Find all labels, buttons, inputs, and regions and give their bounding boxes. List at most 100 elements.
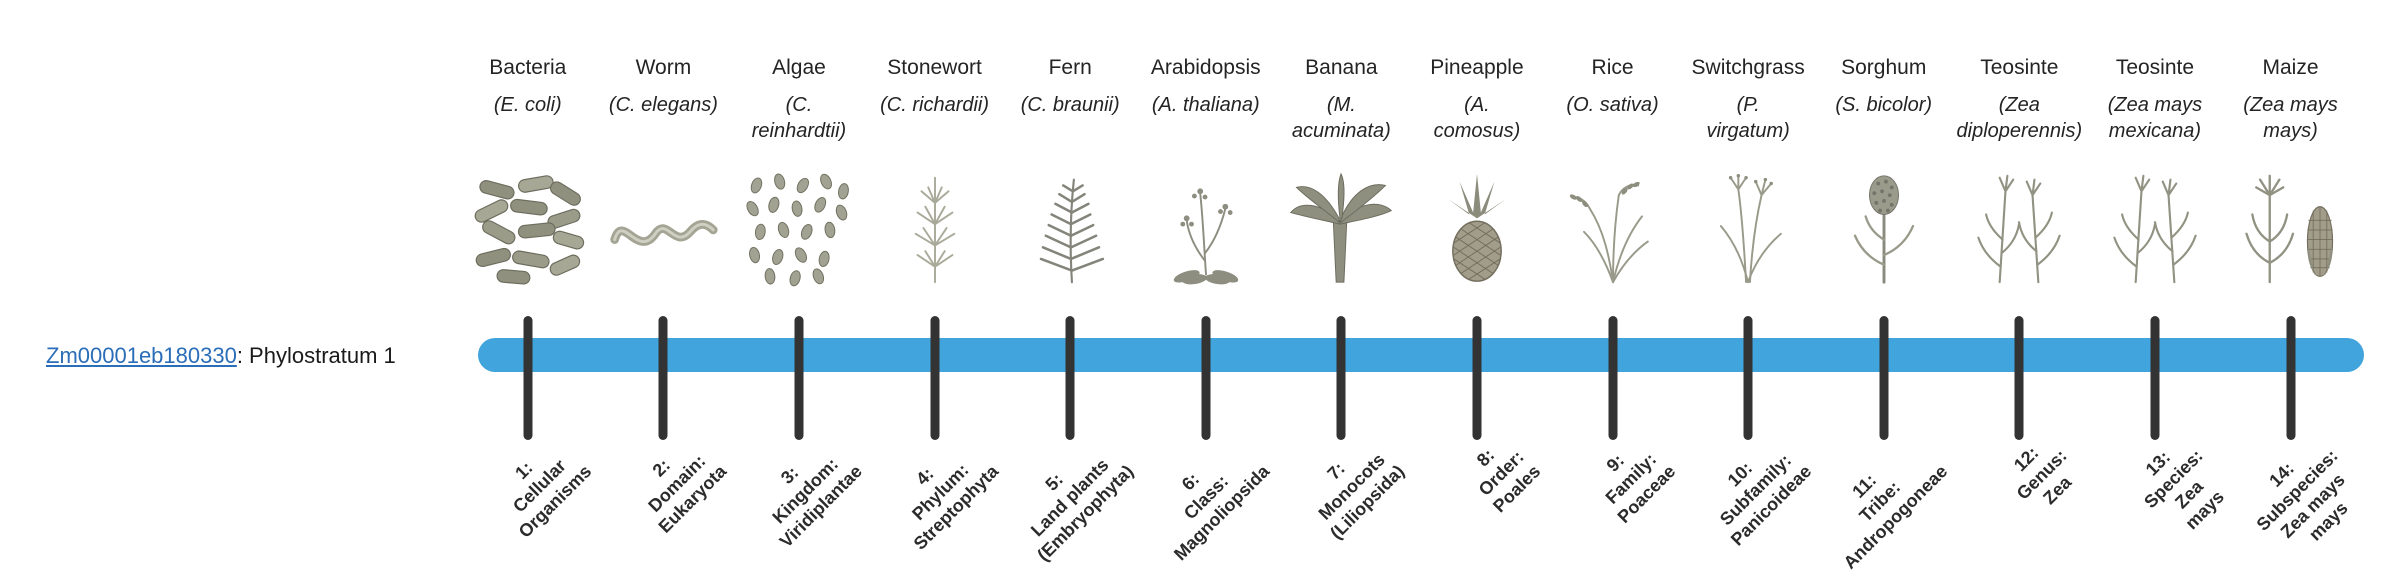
organism-scientific-name: (M. acuminata)	[1291, 94, 1391, 142]
organism-column: Bacteria (E. coli) 1: Cellular Organisms	[460, 0, 596, 580]
banana-icon	[1283, 166, 1399, 290]
organism-common-name: Bacteria	[489, 56, 567, 79]
timeline-tick	[794, 316, 804, 440]
phylostratum-label: 6: Class: Magnoliopsida	[1169, 461, 1273, 565]
organism-column: Algae (C. reinhardtii) 3: Kingdom: Virid…	[731, 0, 867, 580]
timeline-tick	[2150, 316, 2160, 440]
organism-columns: Bacteria (E. coli) 1: Cellular Organisms…	[460, 0, 2358, 580]
timeline-tick	[930, 316, 940, 440]
phylostratum-label: 12: Genus: Zea	[2010, 442, 2076, 509]
phylostratum-label: 5: Land plants (Embryophyta)	[1027, 454, 1138, 566]
timeline-tick	[1201, 316, 1211, 440]
organism-scientific-name: (P. virgatum)	[1706, 94, 1790, 142]
timeline-tick	[2014, 316, 2024, 440]
timeline-tick	[1743, 316, 1753, 440]
organism-column: Stonewort (C. richardii) 4: Phylum: Stre…	[867, 0, 1003, 580]
organism-scientific-name: (Zea mays mays)	[2243, 94, 2338, 142]
organism-scientific-name: (S. bicolor)	[1835, 94, 1933, 116]
phylostratum-label: 11: Tribe: Andropogoneae	[1839, 461, 1951, 573]
pineapple-icon	[1419, 166, 1535, 290]
organism-common-name: Fern	[1048, 56, 1092, 79]
teosinte-icon	[2097, 166, 2213, 290]
organism-column: Maize (Zea mays mays) 14: Subspecies: Ze…	[2223, 0, 2359, 580]
organism-illustration	[1002, 158, 1138, 290]
organism-common-name: Worm	[635, 56, 692, 79]
phylostratum-label: 1: Cellular Organisms	[508, 455, 595, 542]
phylostratum-label: 7: Monocots (Liliopsida)	[1314, 449, 1409, 544]
worm-icon	[605, 166, 721, 290]
organism-illustration	[1952, 158, 2088, 290]
organism-scientific-name: (E. coli)	[493, 94, 562, 116]
phylostratum-label: 10: Subfamily: Panicoideae	[1715, 450, 1816, 550]
timeline-tick	[2286, 316, 2296, 440]
organism-illustration	[867, 158, 1003, 290]
organism-scientific-name: (C. reinhardtii)	[751, 94, 847, 142]
organism-common-name: Algae	[772, 56, 826, 79]
organism-scientific-name: (C. richardii)	[880, 94, 990, 116]
organism-column: Pineapple (A. comosus) 8: Order: Poales	[1409, 0, 1545, 580]
organism-column: Switchgrass (P. virgatum) 10: Subfamily:…	[1680, 0, 1816, 580]
organism-common-name: Banana	[1305, 56, 1378, 79]
organism-common-name: Stonewort	[887, 56, 982, 79]
timeline-tick	[1472, 316, 1482, 440]
stonewort-icon	[877, 166, 993, 290]
gene-label: Zm00001eb180330: Phylostratum 1	[46, 343, 396, 369]
bacteria-icon	[470, 166, 586, 290]
gene-stratum-text: : Phylostratum 1	[236, 343, 396, 368]
organism-scientific-name: (A. thaliana)	[1151, 94, 1260, 116]
organism-illustration	[1138, 158, 1274, 290]
organism-illustration	[2223, 158, 2359, 290]
timeline-tick	[1336, 316, 1346, 440]
organism-common-name: Rice	[1591, 56, 1634, 79]
organism-scientific-name: (O. sativa)	[1566, 94, 1659, 116]
timeline-tick	[523, 316, 533, 440]
gene-id-link[interactable]: Zm00001eb180330	[46, 343, 237, 368]
organism-scientific-name: (C. braunii)	[1020, 94, 1120, 116]
organism-column: Fern (C. braunii) 5: Land plants (Embryo…	[1002, 0, 1138, 580]
rice-icon	[1555, 166, 1671, 290]
organism-common-name: Sorghum	[1841, 56, 1927, 79]
organism-common-name: Maize	[2262, 56, 2319, 79]
phylostratum-label: 8: Order: Poales	[1472, 444, 1545, 517]
organism-common-name: Switchgrass	[1691, 56, 1805, 79]
timeline-tick	[1608, 316, 1618, 440]
timeline-tick	[1879, 316, 1889, 440]
organism-illustration	[1816, 158, 1952, 290]
maize-icon	[2233, 166, 2349, 290]
timeline-tick	[658, 316, 668, 440]
organism-column: Rice (O. sativa) 9: Family: Poaceae	[1545, 0, 1681, 580]
algae-icon	[741, 166, 857, 290]
organism-column: Worm (C. elegans) 2: Domain: Eukaryota	[596, 0, 732, 580]
organism-column: Sorghum (S. bicolor) 11: Tribe: Andropog…	[1816, 0, 1952, 580]
organism-illustration	[2087, 158, 2223, 290]
organism-common-name: Pineapple	[1430, 56, 1524, 79]
organism-illustration	[731, 158, 867, 290]
organism-illustration	[1409, 158, 1545, 290]
organism-illustration	[1274, 158, 1410, 290]
timeline-tick	[1065, 316, 1075, 440]
organism-column: Teosinte (Zea mays mexicana) 13: Species…	[2087, 0, 2228, 580]
organism-illustration	[1680, 158, 1816, 290]
switchgrass-icon	[1690, 166, 1806, 290]
phylostratum-label: 14: Subspecies: Zea mays mays	[2253, 445, 2353, 545]
organism-common-name: Teosinte	[1980, 56, 2059, 79]
organism-illustration	[460, 158, 596, 290]
arabidopsis-icon	[1148, 166, 1264, 290]
organism-scientific-name: (Zea mays mexicana)	[2107, 94, 2203, 142]
phylostratum-label: 4: Phylum: Streptophyta	[907, 459, 1002, 554]
organism-column: Banana (M. acuminata) 7: Monocots (Lilio…	[1274, 0, 1410, 580]
organism-scientific-name: (A. comosus)	[1433, 94, 1521, 142]
organism-common-name: Teosinte	[2115, 56, 2195, 79]
teosinte-icon	[1961, 166, 2077, 290]
fern-icon	[1012, 166, 1128, 290]
organism-column: Arabidopsis (A. thaliana) 6: Class: Magn…	[1138, 0, 1274, 580]
phylostratum-label: 2: Domain: Eukaryota	[644, 450, 731, 537]
organism-illustration	[596, 158, 732, 290]
sorghum-icon	[1826, 166, 1942, 290]
organism-scientific-name: (C. elegans)	[608, 94, 718, 116]
phylostratum-label: 9: Family: Poaceae	[1601, 449, 1680, 527]
organism-common-name: Arabidopsis	[1150, 56, 1261, 79]
organism-column: Teosinte (Zea diploperennis) 12: Genus: …	[1952, 0, 2088, 580]
organism-illustration	[1545, 158, 1681, 290]
